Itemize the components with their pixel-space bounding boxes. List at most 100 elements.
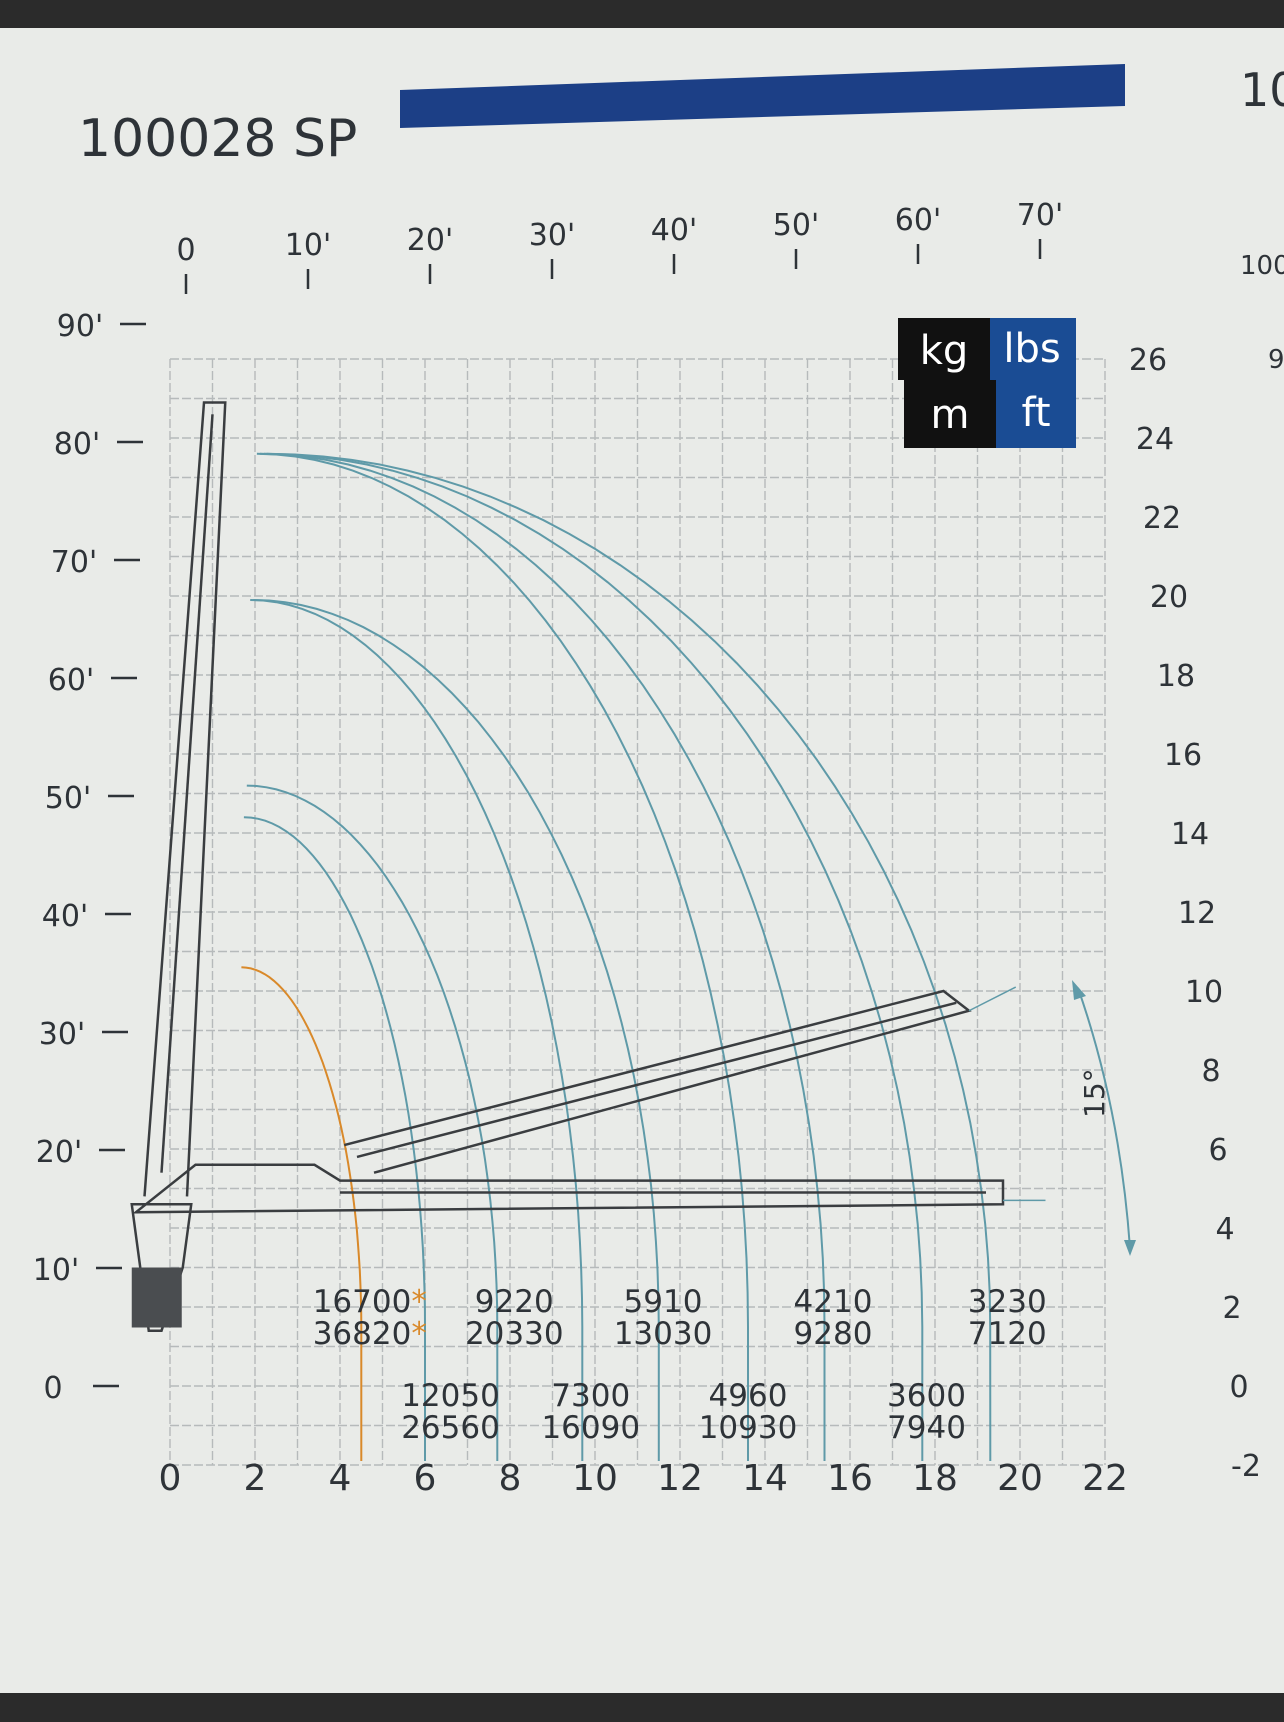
axis-labels: 0 2 4 6 8 10 12 14 16 18 20 22262422201816141210864… [33, 198, 1261, 1499]
x-top-ft-label: 40' [651, 213, 697, 248]
y-left-ft-label: 50' [45, 781, 91, 816]
y-right-tick-label: 18 [1157, 659, 1195, 694]
x-top-ft-label: 10' [285, 228, 331, 263]
x-top-ft-label: 20' [407, 223, 453, 258]
legend-kg-box [898, 318, 990, 380]
envelope-curve [259, 452, 826, 1461]
boom-horizontal [132, 1163, 1005, 1214]
load-asterisk: * [411, 1284, 427, 1320]
load-value-lbs: 9280 [794, 1316, 873, 1352]
y-left-ft-label: 10' [33, 1253, 79, 1288]
envelope-curve [266, 452, 992, 1462]
next-page-text: 100 [1240, 251, 1284, 281]
x-tick-label: 0 [159, 1458, 182, 1499]
next-page-title: 10 [1240, 63, 1284, 117]
x-top-ft-label: 70' [1017, 198, 1063, 233]
load-value-lbs: 7120 [968, 1316, 1047, 1352]
y-right-tick-label: 20 [1150, 580, 1188, 615]
legend-ft: ft [1021, 390, 1050, 436]
boom-vertical-inner [160, 414, 214, 1173]
y-right-tick-label: -2 [1231, 1449, 1261, 1484]
load-value-lbs: 26560 [401, 1410, 500, 1446]
unit-legend: kg lbs m ft [898, 318, 1076, 448]
y-right-tick-label: 22 [1143, 501, 1181, 536]
load-number: 36820 [313, 1316, 412, 1352]
crane-base-block [131, 1267, 182, 1328]
boom-inclined-inner [356, 1001, 957, 1159]
y-left-ft-label: 40' [42, 899, 88, 934]
load-value-kg: 5910 [624, 1284, 703, 1320]
legend-m: m [931, 392, 970, 438]
y-left-ft-label: 20' [36, 1135, 82, 1170]
y-right-tick-label: 12 [1178, 896, 1216, 931]
x-tick-label: 18 [912, 1458, 958, 1499]
x-tick-label: 2 [244, 1458, 267, 1499]
legend-ft-box [996, 380, 1076, 448]
load-value-lbs: 16090 [541, 1410, 640, 1446]
load-value-kg: 7300 [551, 1378, 630, 1414]
y-left-ft-label: 90' [57, 309, 103, 344]
x-tick-label: 20 [997, 1458, 1043, 1499]
load-value-kg: 3230 [968, 1284, 1047, 1320]
load-chart: 100028 SP 10 100 9 0 2 4 6 8 10 12 14 16 18 20 2226… [33, 63, 1284, 1499]
load-value-kg: 9220 [475, 1284, 554, 1320]
x-top-ft-label: 50' [773, 208, 819, 243]
catalog-page: 100028 SP 10 100 9 0 2 4 6 8 10 12 14 16 18 20 22 26… [0, 28, 1284, 1693]
y-left-ft-label: 70' [51, 545, 97, 580]
envelope-curve [250, 599, 584, 1461]
envelope-curve [246, 784, 499, 1461]
y-left-ft-label: 60' [48, 663, 94, 698]
load-value-lbs: 13030 [614, 1316, 713, 1352]
x-tick-label: 8 [499, 1458, 522, 1499]
crane-drawing [130, 401, 1046, 1332]
y-left-ft-label: 80' [54, 427, 100, 462]
y-right-tick-label: 24 [1136, 422, 1174, 457]
legend-lbs: lbs [1003, 326, 1060, 372]
envelope-curve [253, 599, 660, 1461]
angle-label: 15° [1078, 1068, 1111, 1118]
y-right-tick-label: 6 [1208, 1133, 1227, 1168]
y-right-tick-label: 0 [1229, 1370, 1248, 1405]
x-tick-label: 16 [827, 1458, 873, 1499]
angle-reference-line [968, 986, 1017, 1012]
legend-m-box [904, 380, 996, 448]
y-right-tick-label: 2 [1222, 1291, 1241, 1326]
x-top-ft-label: 30' [529, 218, 575, 253]
x-tick-label: 6 [414, 1458, 437, 1499]
header-bar [400, 64, 1125, 128]
load-number: 16700 [313, 1284, 412, 1320]
x-tick-label: 22 [1082, 1458, 1128, 1499]
x-top-ft-label: 0 [176, 233, 195, 268]
x-tick-label: 12 [657, 1458, 703, 1499]
y-left-ft-label: 30' [39, 1017, 85, 1052]
x-tick-label: 14 [742, 1458, 788, 1499]
x-tick-label: 10 [572, 1458, 618, 1499]
legend-lbs-box [990, 318, 1076, 380]
load-value-lbs: 36820* [313, 1316, 427, 1352]
x-tick-label: 4 [329, 1458, 352, 1499]
envelope-curve [256, 452, 749, 1461]
boom-vertical [143, 401, 227, 1197]
boom-inclined [343, 989, 972, 1174]
reach-envelope-curves [241, 452, 992, 1462]
angle-arc [1077, 987, 1131, 1249]
load-value-lbs: 10930 [699, 1410, 798, 1446]
load-value-kg: 12050 [401, 1378, 500, 1414]
angle-arrow-bottom [1124, 1240, 1136, 1256]
envelope-curve [243, 816, 426, 1461]
y-left-ft-label: 0 [43, 1371, 62, 1406]
y-right-tick-label: 26 [1129, 343, 1167, 378]
load-asterisk: * [411, 1316, 427, 1352]
y-right-tick-label: 16 [1164, 738, 1202, 773]
y-right-tick-label: 4 [1215, 1212, 1234, 1247]
x-top-ft-label: 60' [895, 203, 941, 238]
y-right-tick-label: 10 [1185, 975, 1223, 1010]
load-value-kg: 4210 [794, 1284, 873, 1320]
angle-arrow-top [1072, 980, 1086, 1000]
legend-kg: kg [920, 328, 969, 374]
y-right-tick-label: 8 [1201, 1054, 1220, 1089]
page-title: 100028 SP [78, 109, 357, 169]
load-value-kg: 4960 [709, 1378, 788, 1414]
next-page-text: 9 [1268, 345, 1284, 375]
